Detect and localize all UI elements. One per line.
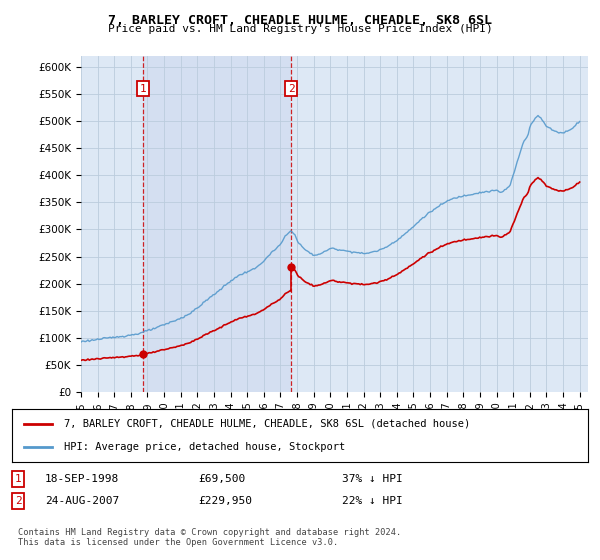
Text: 1: 1 — [14, 474, 22, 484]
Text: 7, BARLEY CROFT, CHEADLE HULME, CHEADLE, SK8 6SL (detached house): 7, BARLEY CROFT, CHEADLE HULME, CHEADLE,… — [64, 419, 470, 429]
Text: 18-SEP-1998: 18-SEP-1998 — [45, 474, 119, 484]
Text: HPI: Average price, detached house, Stockport: HPI: Average price, detached house, Stoc… — [64, 442, 345, 452]
Text: Contains HM Land Registry data © Crown copyright and database right 2024.
This d: Contains HM Land Registry data © Crown c… — [18, 528, 401, 547]
Text: 2: 2 — [288, 83, 295, 94]
Text: 1: 1 — [139, 83, 146, 94]
Text: 37% ↓ HPI: 37% ↓ HPI — [342, 474, 403, 484]
Text: 22% ↓ HPI: 22% ↓ HPI — [342, 496, 403, 506]
Text: £229,950: £229,950 — [198, 496, 252, 506]
Bar — [143, 56, 291, 392]
Text: 7, BARLEY CROFT, CHEADLE HULME, CHEADLE, SK8 6SL: 7, BARLEY CROFT, CHEADLE HULME, CHEADLE,… — [108, 14, 492, 27]
Text: Price paid vs. HM Land Registry's House Price Index (HPI): Price paid vs. HM Land Registry's House … — [107, 24, 493, 34]
Text: 24-AUG-2007: 24-AUG-2007 — [45, 496, 119, 506]
Text: 2: 2 — [14, 496, 22, 506]
Text: £69,500: £69,500 — [198, 474, 245, 484]
